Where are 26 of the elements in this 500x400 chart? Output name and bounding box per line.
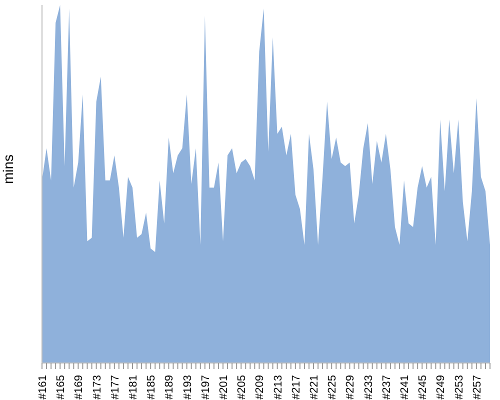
x-tick-label: #181 xyxy=(128,375,140,400)
x-tick-label: #185 xyxy=(146,375,158,400)
x-tick-label: #193 xyxy=(182,375,194,400)
y-axis-title: mins xyxy=(0,154,16,184)
x-tick-label: #209 xyxy=(254,375,266,400)
x-tick-label: #233 xyxy=(362,375,375,400)
x-tick-label: #249 xyxy=(435,375,448,400)
x-tick-label: #217 xyxy=(290,375,302,400)
x-tick-label: #213 xyxy=(272,375,284,400)
x-tick-label: #229 xyxy=(344,375,357,400)
x-tick-label: #173 xyxy=(91,375,104,400)
x-tick-label: #257 xyxy=(471,375,484,400)
x-tick-label: #197 xyxy=(200,375,212,400)
x-tick-label: #253 xyxy=(453,375,466,400)
x-tick-label: #237 xyxy=(380,375,393,400)
x-tick-label: #225 xyxy=(326,375,339,400)
x-tick-label: #201 xyxy=(218,375,230,400)
x-tick-label: #169 xyxy=(73,375,86,400)
x-tick-label: #165 xyxy=(55,375,68,400)
x-tick-label: #221 xyxy=(308,375,321,400)
x-tick-label: #161 xyxy=(37,375,49,400)
x-tick-label: #241 xyxy=(399,375,412,400)
x-tick-label: #189 xyxy=(164,375,176,400)
x-tick-label: #245 xyxy=(417,375,430,400)
x-tick-label: #205 xyxy=(236,375,248,400)
x-tick-label: #177 xyxy=(109,375,122,400)
